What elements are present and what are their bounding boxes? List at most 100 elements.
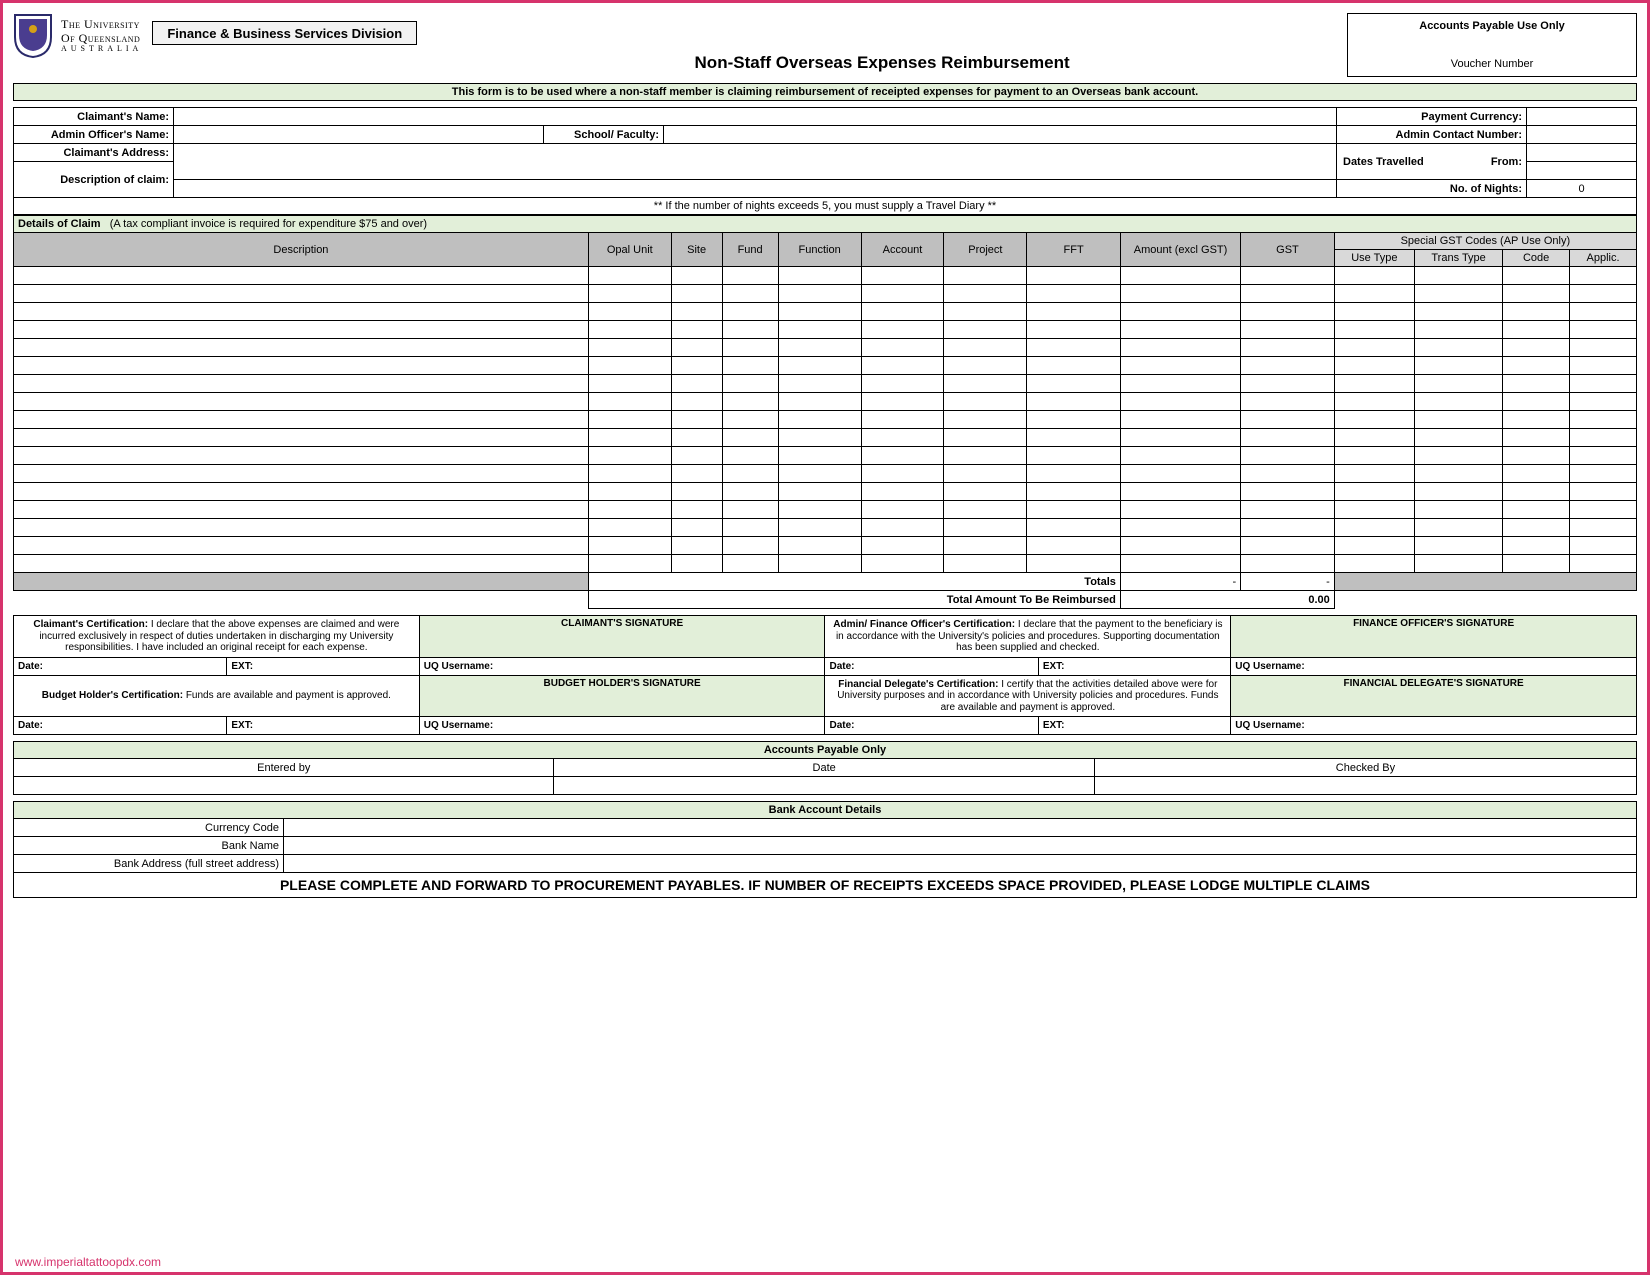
detail-cell[interactable] <box>14 339 589 357</box>
detail-cell[interactable] <box>778 267 861 285</box>
detail-cell[interactable] <box>588 303 671 321</box>
input-date-to[interactable] <box>1527 162 1637 180</box>
detail-cell[interactable] <box>1503 483 1570 501</box>
detail-cell[interactable] <box>1120 537 1240 555</box>
detail-cell[interactable] <box>588 519 671 537</box>
detail-cell[interactable] <box>1414 393 1502 411</box>
detail-cell[interactable] <box>1241 285 1335 303</box>
detail-cell[interactable] <box>1414 411 1502 429</box>
detail-cell[interactable] <box>1027 483 1121 501</box>
detail-row[interactable] <box>14 411 1637 429</box>
detail-row[interactable] <box>14 375 1637 393</box>
detail-cell[interactable] <box>14 303 589 321</box>
detail-cell[interactable] <box>861 429 944 447</box>
detail-cell[interactable] <box>1503 519 1570 537</box>
detail-cell[interactable] <box>1570 375 1637 393</box>
detail-cell[interactable] <box>671 519 722 537</box>
detail-row[interactable] <box>14 285 1637 303</box>
detail-cell[interactable] <box>671 537 722 555</box>
bank-address-input[interactable] <box>284 855 1637 873</box>
detail-cell[interactable] <box>1570 501 1637 519</box>
detail-cell[interactable] <box>1241 555 1335 573</box>
detail-cell[interactable] <box>778 501 861 519</box>
detail-cell[interactable] <box>861 465 944 483</box>
detail-cell[interactable] <box>1570 321 1637 339</box>
detail-cell[interactable] <box>944 285 1027 303</box>
detail-cell[interactable] <box>861 357 944 375</box>
detail-cell[interactable] <box>1120 285 1240 303</box>
detail-cell[interactable] <box>778 357 861 375</box>
input-admin-contact[interactable] <box>1527 126 1637 144</box>
detail-cell[interactable] <box>722 321 778 339</box>
detail-cell[interactable] <box>1241 411 1335 429</box>
detail-cell[interactable] <box>944 447 1027 465</box>
detail-cell[interactable] <box>722 465 778 483</box>
detail-cell[interactable] <box>861 285 944 303</box>
detail-cell[interactable] <box>1027 357 1121 375</box>
detail-cell[interactable] <box>14 285 589 303</box>
detail-cell[interactable] <box>861 393 944 411</box>
detail-cell[interactable] <box>1241 339 1335 357</box>
detail-cell[interactable] <box>671 429 722 447</box>
input-claimant-name[interactable] <box>174 108 1337 126</box>
detail-row[interactable] <box>14 501 1637 519</box>
detail-row[interactable] <box>14 339 1637 357</box>
detail-cell[interactable] <box>588 357 671 375</box>
detail-cell[interactable] <box>778 375 861 393</box>
detail-cell[interactable] <box>14 465 589 483</box>
detail-cell[interactable] <box>588 267 671 285</box>
detail-cell[interactable] <box>1241 447 1335 465</box>
detail-cell[interactable] <box>722 537 778 555</box>
detail-cell[interactable] <box>1414 465 1502 483</box>
detail-cell[interactable] <box>1120 339 1240 357</box>
detail-cell[interactable] <box>722 357 778 375</box>
detail-cell[interactable] <box>1414 555 1502 573</box>
detail-cell[interactable] <box>1414 483 1502 501</box>
detail-cell[interactable] <box>1503 429 1570 447</box>
detail-cell[interactable] <box>778 429 861 447</box>
detail-cell[interactable] <box>671 357 722 375</box>
detail-cell[interactable] <box>722 339 778 357</box>
detail-cell[interactable] <box>671 321 722 339</box>
detail-cell[interactable] <box>1027 321 1121 339</box>
detail-cell[interactable] <box>722 555 778 573</box>
detail-cell[interactable] <box>1503 501 1570 519</box>
detail-cell[interactable] <box>1334 555 1414 573</box>
detail-cell[interactable] <box>1414 339 1502 357</box>
detail-cell[interactable] <box>944 429 1027 447</box>
detail-cell[interactable] <box>14 537 589 555</box>
detail-cell[interactable] <box>1120 303 1240 321</box>
detail-cell[interactable] <box>861 267 944 285</box>
detail-cell[interactable] <box>1241 537 1335 555</box>
detail-cell[interactable] <box>1241 465 1335 483</box>
detail-cell[interactable] <box>722 483 778 501</box>
detail-cell[interactable] <box>1570 411 1637 429</box>
detail-cell[interactable] <box>1334 465 1414 483</box>
detail-cell[interactable] <box>1241 393 1335 411</box>
detail-cell[interactable] <box>1503 555 1570 573</box>
detail-cell[interactable] <box>778 447 861 465</box>
detail-cell[interactable] <box>1503 537 1570 555</box>
detail-cell[interactable] <box>944 303 1027 321</box>
detail-cell[interactable] <box>944 393 1027 411</box>
detail-cell[interactable] <box>861 339 944 357</box>
detail-cell[interactable] <box>1570 555 1637 573</box>
detail-cell[interactable] <box>1414 285 1502 303</box>
detail-cell[interactable] <box>1570 357 1637 375</box>
detail-cell[interactable] <box>1334 357 1414 375</box>
detail-cell[interactable] <box>1334 303 1414 321</box>
detail-cell[interactable] <box>1570 447 1637 465</box>
detail-cell[interactable] <box>1241 267 1335 285</box>
detail-cell[interactable] <box>861 537 944 555</box>
detail-cell[interactable] <box>588 411 671 429</box>
bank-name-input[interactable] <box>284 837 1637 855</box>
detail-row[interactable] <box>14 393 1637 411</box>
detail-cell[interactable] <box>778 393 861 411</box>
detail-cell[interactable] <box>1027 519 1121 537</box>
detail-cell[interactable] <box>1241 501 1335 519</box>
detail-cell[interactable] <box>1570 483 1637 501</box>
detail-cell[interactable] <box>1414 267 1502 285</box>
detail-cell[interactable] <box>671 339 722 357</box>
detail-cell[interactable] <box>944 339 1027 357</box>
detail-cell[interactable] <box>1241 375 1335 393</box>
